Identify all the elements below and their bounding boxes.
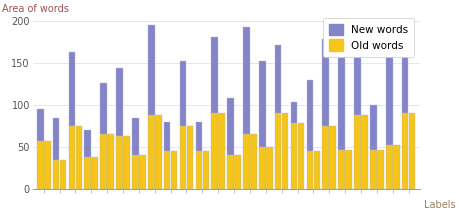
Bar — [313, 151, 320, 189]
Bar — [44, 141, 50, 189]
Bar — [275, 45, 281, 113]
Bar — [330, 126, 336, 189]
Bar — [338, 37, 345, 150]
Bar — [60, 160, 67, 189]
Bar — [227, 98, 234, 155]
Bar — [179, 126, 186, 189]
Bar — [116, 136, 123, 189]
Bar — [37, 141, 44, 189]
Bar — [101, 83, 107, 134]
Bar — [354, 46, 361, 115]
Bar — [196, 122, 202, 151]
Bar — [402, 113, 409, 189]
Bar — [243, 134, 250, 189]
Bar — [307, 151, 313, 189]
Bar — [259, 61, 266, 147]
Bar — [291, 123, 297, 189]
Bar — [212, 37, 218, 113]
Bar — [84, 130, 91, 157]
Bar — [370, 105, 377, 150]
Bar — [291, 102, 297, 123]
Bar — [116, 68, 123, 136]
Bar — [91, 157, 98, 189]
Bar — [69, 126, 75, 189]
Bar — [196, 151, 202, 189]
Bar — [164, 122, 170, 151]
Bar — [275, 113, 281, 189]
Legend: New words, Old words: New words, Old words — [323, 18, 414, 57]
Bar — [148, 25, 155, 115]
Bar — [76, 126, 82, 189]
Bar — [338, 150, 345, 189]
Bar — [322, 39, 329, 126]
Bar — [123, 136, 130, 189]
Bar — [307, 81, 313, 151]
Bar — [322, 126, 329, 189]
Bar — [187, 126, 193, 189]
Bar — [212, 113, 218, 189]
Bar — [243, 27, 250, 134]
Bar — [69, 52, 75, 126]
Bar — [393, 145, 399, 189]
Bar — [202, 151, 209, 189]
Bar — [53, 118, 59, 160]
Bar — [101, 134, 107, 189]
Bar — [250, 134, 257, 189]
Bar — [37, 109, 44, 141]
Bar — [282, 113, 288, 189]
Bar — [402, 29, 409, 113]
Bar — [148, 115, 155, 189]
Bar — [132, 118, 139, 155]
Bar — [107, 134, 114, 189]
Bar — [354, 115, 361, 189]
Bar — [155, 115, 162, 189]
Bar — [218, 113, 225, 189]
Bar — [179, 61, 186, 126]
Bar — [370, 150, 377, 189]
Bar — [259, 147, 266, 189]
Text: Labels: Labels — [424, 200, 455, 210]
Bar — [234, 155, 241, 189]
Bar — [377, 150, 384, 189]
Bar — [132, 155, 139, 189]
Bar — [409, 113, 415, 189]
Bar — [171, 151, 178, 189]
Bar — [386, 47, 392, 145]
Bar — [164, 151, 170, 189]
Text: Area of words: Area of words — [2, 4, 68, 14]
Bar — [139, 155, 146, 189]
Bar — [386, 145, 392, 189]
Bar — [84, 157, 91, 189]
Bar — [266, 147, 273, 189]
Bar — [361, 115, 368, 189]
Bar — [345, 150, 352, 189]
Bar — [227, 155, 234, 189]
Bar — [53, 160, 59, 189]
Bar — [298, 123, 304, 189]
